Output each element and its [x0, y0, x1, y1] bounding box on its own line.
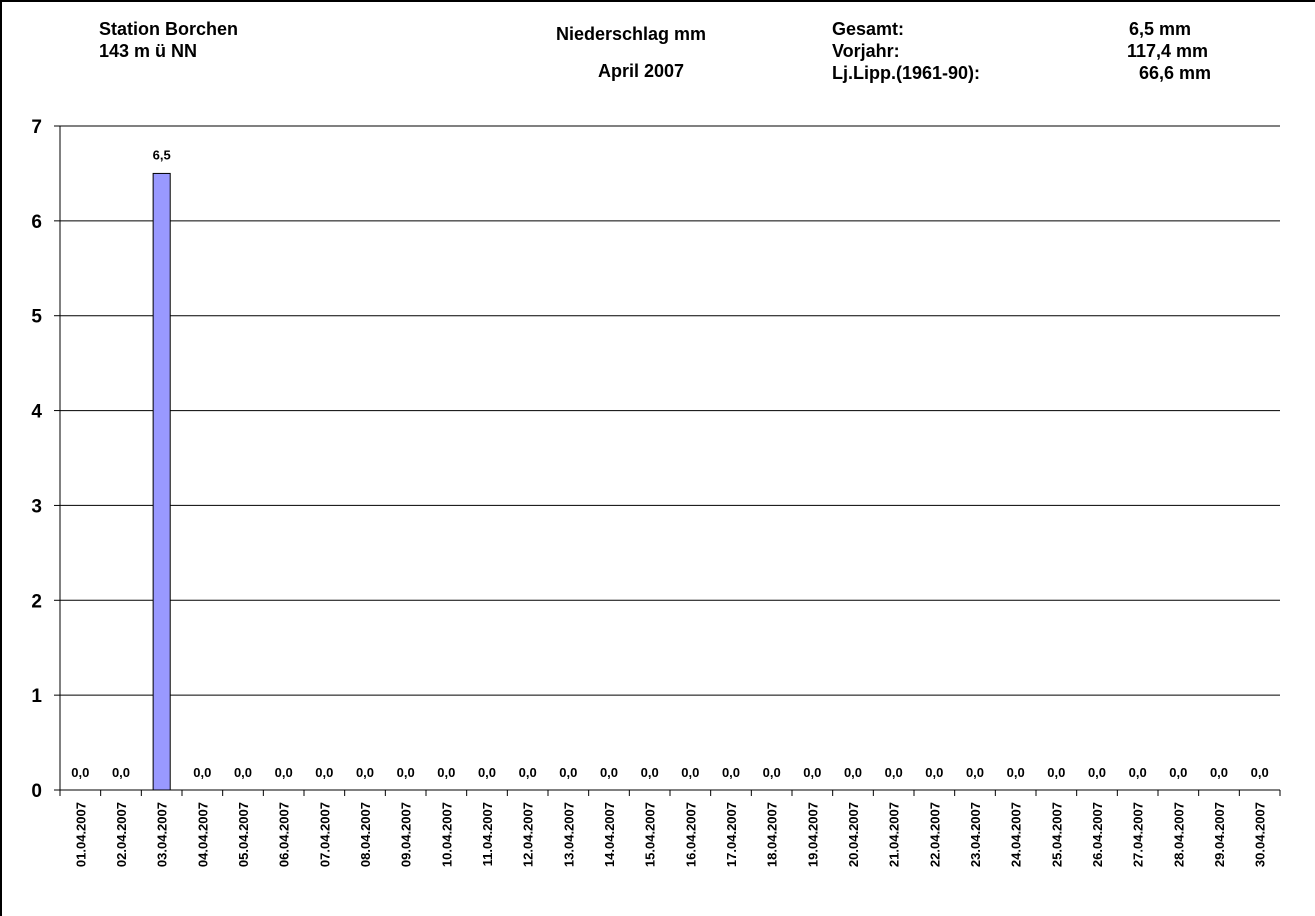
data-label-21.04.2007: 0,0 [885, 765, 903, 780]
data-label-17.04.2007: 0,0 [722, 765, 740, 780]
x-tick-label-27.04.2007: 27.04.2007 [1131, 802, 1146, 867]
x-tick-label-19.04.2007: 19.04.2007 [805, 802, 820, 867]
y-tick-label-5: 5 [31, 307, 42, 328]
y-tick-label-0: 0 [31, 781, 42, 802]
data-label-01.04.2007: 0,0 [71, 765, 89, 780]
x-tick-label-18.04.2007: 18.04.2007 [765, 802, 780, 867]
x-tick-label-06.04.2007: 06.04.2007 [277, 802, 292, 867]
x-tick-label-23.04.2007: 23.04.2007 [968, 802, 983, 867]
data-label-10.04.2007: 0,0 [437, 765, 455, 780]
data-label-08.04.2007: 0,0 [356, 765, 374, 780]
summary-total-label: Gesamt: [832, 19, 905, 39]
station-altitude: 143 m ü NN [99, 41, 198, 61]
measure-label: Niederschlag mm [556, 24, 707, 44]
x-tick-label-15.04.2007: 15.04.2007 [643, 802, 658, 867]
x-tick-label-29.04.2007: 29.04.2007 [1212, 802, 1227, 867]
data-label-27.04.2007: 0,0 [1129, 765, 1147, 780]
data-label-07.04.2007: 0,0 [315, 765, 333, 780]
data-label-09.04.2007: 0,0 [397, 765, 415, 780]
x-tick-label-02.04.2007: 02.04.2007 [114, 802, 129, 867]
period-label: April 2007 [598, 61, 685, 81]
data-label-02.04.2007: 0,0 [112, 765, 130, 780]
station-name: Station Borchen [99, 19, 239, 39]
data-label-28.04.2007: 0,0 [1169, 765, 1187, 780]
x-tick-label-10.04.2007: 10.04.2007 [439, 802, 454, 867]
data-label-03.04.2007: 6,5 [153, 147, 171, 162]
summary-longterm-value: 66,6 mm [1139, 63, 1212, 83]
summary-previous-year-value: 117,4 mm [1127, 41, 1209, 61]
y-tick-label-7: 7 [31, 117, 42, 138]
data-label-22.04.2007: 0,0 [925, 765, 943, 780]
y-tick-label-2: 2 [31, 591, 42, 612]
x-tick-label-07.04.2007: 07.04.2007 [317, 802, 332, 867]
summary-total-value: 6,5 mm [1129, 19, 1192, 39]
x-tick-label-22.04.2007: 22.04.2007 [927, 802, 942, 867]
data-label-20.04.2007: 0,0 [844, 765, 862, 780]
bar-03.04.2007 [152, 172, 171, 791]
data-label-25.04.2007: 0,0 [1047, 765, 1065, 780]
x-tick-label-08.04.2007: 08.04.2007 [358, 802, 373, 867]
y-tick-label-6: 6 [31, 212, 42, 233]
x-tick-label-03.04.2007: 03.04.2007 [155, 802, 170, 867]
x-tick-label-12.04.2007: 12.04.2007 [521, 802, 536, 867]
y-tick-label-1: 1 [31, 686, 42, 707]
summary-previous-year-label: Vorjahr: [832, 41, 900, 61]
data-label-26.04.2007: 0,0 [1088, 765, 1106, 780]
x-tick-label-20.04.2007: 20.04.2007 [846, 802, 861, 867]
x-tick-label-21.04.2007: 21.04.2007 [887, 802, 902, 867]
x-tick-label-17.04.2007: 17.04.2007 [724, 802, 739, 867]
data-label-14.04.2007: 0,0 [600, 765, 618, 780]
data-label-11.04.2007: 0,0 [478, 765, 496, 780]
data-label-24.04.2007: 0,0 [1007, 765, 1025, 780]
x-tick-label-09.04.2007: 09.04.2007 [399, 802, 414, 867]
x-tick-label-01.04.2007: 01.04.2007 [73, 802, 88, 867]
data-label-29.04.2007: 0,0 [1210, 765, 1228, 780]
x-tick-label-24.04.2007: 24.04.2007 [1009, 802, 1024, 867]
data-label-13.04.2007: 0,0 [559, 765, 577, 780]
data-label-05.04.2007: 0,0 [234, 765, 252, 780]
x-tick-label-05.04.2007: 05.04.2007 [236, 802, 251, 867]
x-tick-label-30.04.2007: 30.04.2007 [1253, 802, 1268, 867]
x-tick-label-28.04.2007: 28.04.2007 [1171, 802, 1186, 867]
summary-longterm-label: Lj.Lipp.(1961-90): [832, 63, 981, 83]
data-label-06.04.2007: 0,0 [275, 765, 293, 780]
data-label-18.04.2007: 0,0 [763, 765, 781, 780]
x-tick-label-11.04.2007: 11.04.2007 [480, 802, 495, 866]
data-label-19.04.2007: 0,0 [803, 765, 821, 780]
data-label-23.04.2007: 0,0 [966, 765, 984, 780]
data-label-04.04.2007: 0,0 [193, 765, 211, 780]
x-tick-label-14.04.2007: 14.04.2007 [602, 802, 617, 867]
y-tick-label-3: 3 [31, 496, 42, 517]
x-tick-label-25.04.2007: 25.04.2007 [1049, 802, 1064, 867]
x-tick-label-16.04.2007: 16.04.2007 [683, 802, 698, 867]
data-label-15.04.2007: 0,0 [641, 765, 659, 780]
x-tick-label-26.04.2007: 26.04.2007 [1090, 802, 1105, 867]
data-label-12.04.2007: 0,0 [519, 765, 537, 780]
y-tick-label-4: 4 [31, 402, 42, 423]
data-label-16.04.2007: 0,0 [681, 765, 699, 780]
x-tick-label-04.04.2007: 04.04.2007 [195, 802, 210, 867]
data-label-30.04.2007: 0,0 [1251, 765, 1269, 780]
x-tick-label-13.04.2007: 13.04.2007 [561, 802, 576, 867]
